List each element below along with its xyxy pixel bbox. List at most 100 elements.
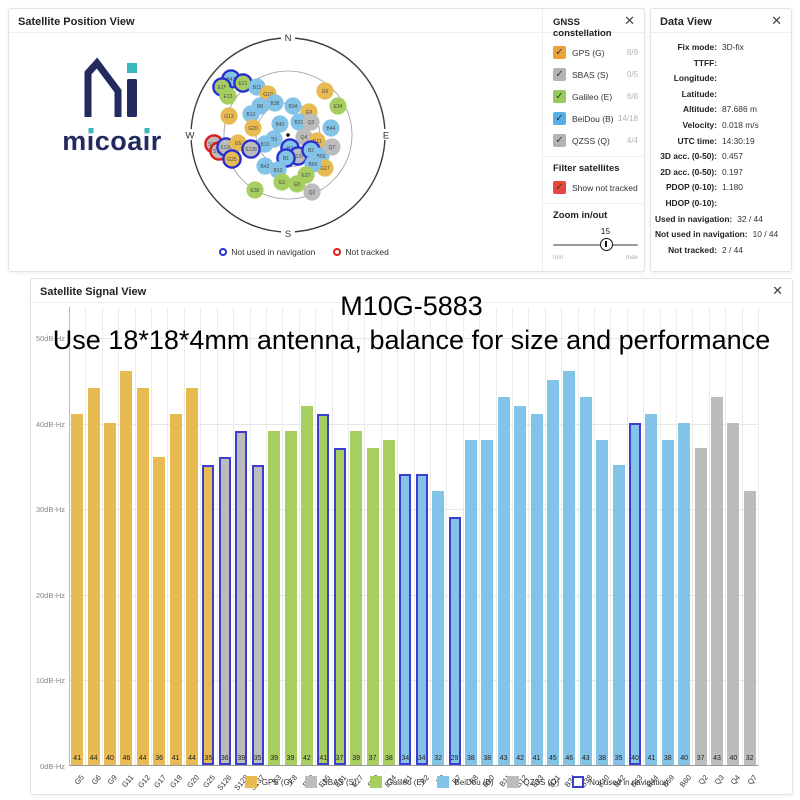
signal-bar-G6: [87, 388, 100, 765]
skyplot-legend-item: Not used in navigation: [219, 247, 315, 257]
satellite-B13[interactable]: B13: [242, 105, 260, 123]
data-row-value: 10 / 44: [752, 229, 779, 240]
signal-bar-B3: [432, 491, 445, 765]
satellite-E8[interactable]: E8: [288, 175, 306, 193]
satellite-B42[interactable]: B42: [256, 157, 274, 175]
svg-text:S126: S126: [220, 145, 232, 151]
constellation-count: 6/8: [626, 92, 638, 101]
constellation-label: SBAS (S): [572, 69, 609, 80]
satellite-S128[interactable]: S128: [241, 139, 261, 159]
gridline: [413, 307, 415, 766]
satellite-E34[interactable]: E34: [329, 97, 347, 115]
legend-swatch-icon: [305, 776, 318, 788]
gnss-constellation-box: GNSS constellation ✓ GPS (G) 8/9 ✓ SBAS (S) 0…: [542, 9, 646, 271]
signal-bar-Q3: [711, 396, 723, 765]
satellite-B40[interactable]: B40: [271, 115, 289, 133]
satellite-G25[interactable]: G25: [222, 149, 242, 169]
zoom-slider-track[interactable]: [553, 244, 638, 246]
signal-value-B44: 41: [647, 755, 656, 762]
constellation-checkbox[interactable]: ✓: [553, 46, 566, 59]
satellite-Q7[interactable]: Q7: [323, 138, 341, 156]
gridline: [69, 338, 758, 339]
skyplot-legend-item: Not tracked: [333, 247, 389, 257]
svg-text:B12: B12: [274, 168, 283, 174]
zoom-slider-knob[interactable]: [599, 238, 613, 251]
close-icon[interactable]: ✕: [772, 283, 783, 298]
satellite-E30[interactable]: E30: [246, 181, 264, 199]
signal-bar-E34: [382, 439, 395, 765]
satellite-B21[interactable]: B21: [290, 113, 308, 131]
gridline: [561, 307, 563, 766]
satellite-B38[interactable]: B38: [266, 94, 284, 112]
satellite-B44[interactable]: B44: [322, 119, 340, 137]
svg-text:E30: E30: [251, 188, 260, 194]
data-row-value: 0.018 m/s: [722, 119, 759, 130]
svg-text:B43: B43: [227, 77, 236, 83]
signal-bar-E3: [268, 431, 281, 765]
constellation-checkbox[interactable]: ✓: [553, 90, 566, 103]
divider: [543, 156, 646, 157]
signal-value-S126: 36: [220, 755, 229, 762]
data-row: Not tracked: 2 / 44: [655, 243, 783, 259]
data-row: 3D acc. (0-50): 0.457: [655, 149, 783, 165]
legend-swatch-icon: [244, 776, 257, 788]
close-icon[interactable]: ✕: [624, 13, 635, 28]
svg-text:E3: E3: [279, 180, 285, 186]
signal-bar-G17: [153, 456, 166, 765]
gnss-row-gps: ✓ GPS (G) 8/9: [553, 46, 638, 59]
close-icon[interactable]: ✕: [771, 13, 782, 28]
gnss-row-qzss: ✓ QZSS (Q) 4/4: [553, 134, 638, 147]
signal-value-G9: 40: [106, 755, 114, 762]
signal-bar-B44: [645, 414, 658, 765]
signal-value-Q7: 32: [745, 755, 754, 762]
signal-bar-B21: [546, 379, 559, 765]
signal-bar-B38: [579, 396, 592, 765]
satellite-E13[interactable]: E13: [219, 87, 237, 105]
signal-value-B43: 40: [631, 755, 639, 762]
svg-text:E15: E15: [218, 85, 227, 91]
constellation-checkbox[interactable]: ✓: [553, 68, 566, 81]
satellite-Q2[interactable]: Q2: [303, 183, 321, 201]
signal-value-B1: 34: [401, 755, 410, 762]
x-axis-label-G5: G5: [72, 773, 87, 787]
signal-value-G17: 36: [155, 755, 164, 762]
svg-text:Q7: Q7: [329, 145, 336, 151]
gridline: [397, 307, 399, 766]
data-row-label: Velocity:: [682, 119, 717, 130]
satellite-G6[interactable]: G6: [316, 82, 334, 100]
gridline: [626, 307, 628, 766]
signal-value-B8: 38: [466, 755, 475, 762]
gridline: [577, 307, 579, 766]
satellite-G12[interactable]: G12: [220, 107, 238, 125]
satellite-Q3[interactable]: Q3: [302, 113, 320, 131]
data-row-label: 3D acc. (0-50):: [660, 151, 717, 162]
position-panel-title: Satellite Position View: [18, 16, 135, 28]
gridline: [511, 307, 513, 766]
signal-value-B60: 40: [680, 755, 689, 762]
gridline: [692, 307, 694, 766]
svg-text:B38: B38: [271, 101, 280, 107]
x-axis-label-G9: G9: [105, 773, 119, 787]
gridline: [233, 307, 234, 766]
satellite-E3[interactable]: E3: [273, 173, 291, 191]
data-row: Altitude: 87.686 m: [655, 102, 783, 118]
signal-value-G25: 35: [204, 755, 213, 762]
signal-value-G19: 41: [171, 755, 180, 762]
constellation-checkbox[interactable]: ✓: [553, 112, 566, 125]
data-row-label: Longitude:: [673, 73, 717, 84]
svg-text:E21: E21: [239, 81, 248, 87]
legend-swatch-icon: [369, 776, 382, 788]
constellation-label: BeiDou (B): [572, 113, 614, 124]
constellation-checkbox[interactable]: ✓: [553, 134, 566, 147]
svg-text:G25: G25: [227, 157, 237, 163]
signal-bar-B2: [415, 474, 428, 765]
data-row: TTFF:: [655, 56, 783, 72]
gridline: [69, 594, 758, 596]
show-not-tracked-checkbox[interactable]: ✓: [553, 181, 566, 194]
satellite-B34[interactable]: B34: [284, 97, 302, 115]
satellite-G20[interactable]: G20: [244, 119, 262, 137]
signal-value-B12: 42: [516, 755, 524, 762]
gridline: [544, 307, 546, 766]
signal-value-G6: 44: [89, 755, 98, 762]
legend-ring-icon: [333, 248, 342, 256]
